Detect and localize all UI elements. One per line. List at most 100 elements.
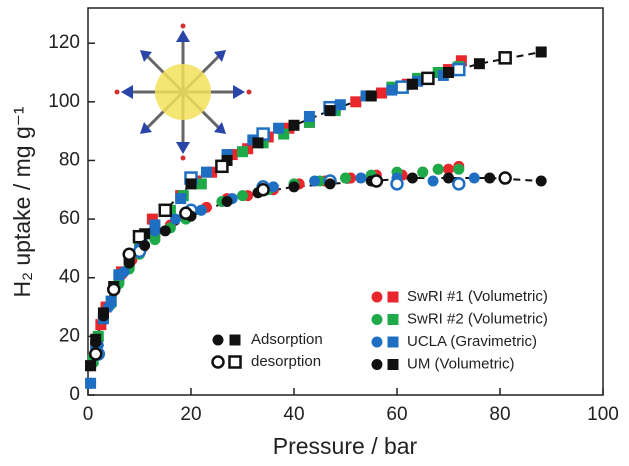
square-marker — [303, 110, 315, 122]
circle-marker — [122, 247, 136, 262]
legend-label: UCLA (Gravimetric) — [407, 333, 537, 350]
x-tick-label: 100 — [587, 404, 619, 425]
circle-marker — [453, 163, 465, 175]
circle-marker — [237, 190, 248, 202]
circle-marker — [195, 204, 207, 216]
inset-structure — [114, 23, 252, 161]
circle-marker — [88, 347, 103, 361]
y-tick-label: 20 — [59, 325, 80, 346]
legend-label: SwRI #1 (Volumetric) — [407, 288, 548, 305]
square-marker — [105, 295, 117, 307]
circle-marker — [179, 206, 193, 220]
circle-marker — [443, 172, 454, 184]
circle-marker — [221, 196, 233, 207]
y-tick-label: 100 — [48, 91, 80, 112]
square-marker — [386, 84, 398, 96]
legend-square — [228, 355, 242, 369]
square-marker — [113, 269, 125, 281]
legend-circle — [371, 314, 383, 325]
square-marker — [455, 55, 467, 67]
square-marker — [452, 62, 466, 77]
square-marker — [350, 96, 362, 108]
circle-marker — [256, 183, 270, 197]
circle-marker — [390, 177, 404, 191]
legend-square — [387, 336, 399, 348]
square-marker — [200, 166, 212, 178]
x-tick-label: 0 — [83, 404, 94, 425]
legend-circle — [212, 334, 224, 346]
square-marker — [215, 159, 229, 174]
legend-label: SwRI #2 (Volumetric) — [407, 310, 548, 327]
legend-label: UM (Volumetric) — [407, 355, 515, 372]
square-marker — [132, 229, 147, 244]
legend-circle — [371, 336, 383, 348]
circle-marker — [267, 181, 279, 193]
y-tick-label: 0 — [69, 384, 80, 405]
circle-marker — [149, 225, 161, 237]
x-tick-label: 20 — [180, 404, 201, 425]
y-tick-label: 60 — [59, 208, 80, 229]
square-marker — [185, 178, 197, 190]
square-marker — [149, 219, 161, 231]
square-marker — [175, 193, 187, 205]
x-tick-label: 60 — [386, 404, 407, 425]
square-marker — [273, 122, 285, 134]
square-marker — [395, 80, 409, 94]
circle-marker — [406, 172, 418, 184]
circle-marker — [427, 175, 439, 187]
square-marker — [376, 87, 388, 99]
circle-marker — [432, 163, 444, 175]
square-marker — [535, 46, 547, 58]
circle-marker — [85, 360, 97, 372]
circle-marker — [149, 234, 161, 246]
square-marker — [158, 203, 172, 218]
circle-marker — [484, 172, 496, 184]
circle-marker — [417, 166, 429, 178]
square-marker — [252, 137, 264, 149]
legend-square — [387, 359, 399, 370]
square-marker — [334, 99, 346, 111]
square-marker — [237, 146, 248, 158]
legend-circle — [371, 359, 383, 370]
square-marker — [473, 58, 485, 70]
circle-marker — [452, 177, 466, 191]
square-marker — [303, 116, 315, 128]
plot-frame — [87, 7, 604, 396]
circle-marker — [90, 336, 102, 348]
y-tick-label: 80 — [59, 149, 80, 170]
circle-marker — [535, 175, 547, 187]
square-marker — [443, 67, 454, 78]
circle-marker — [443, 163, 454, 175]
circle-marker — [498, 171, 512, 185]
x-axis-label: Pressure / bar — [273, 433, 418, 459]
circle-marker — [118, 266, 130, 278]
square-marker — [195, 178, 207, 190]
circle-marker — [369, 174, 384, 188]
square-marker — [221, 149, 233, 161]
y-tick-label: 40 — [59, 267, 80, 288]
legend-label: desorption — [251, 353, 321, 370]
legend-circle — [211, 355, 225, 369]
x-tick-label: 40 — [283, 404, 304, 425]
square-marker — [365, 90, 377, 102]
square-marker — [498, 51, 512, 65]
circle-marker — [340, 172, 351, 184]
circle-marker — [170, 213, 182, 225]
circle-marker — [107, 282, 121, 297]
x-tick-label: 80 — [489, 404, 510, 425]
circle-marker — [288, 181, 300, 193]
circle-marker — [159, 225, 171, 237]
circle-marker — [324, 178, 336, 190]
square-marker — [278, 128, 290, 140]
circle-marker — [468, 172, 480, 184]
circle-marker — [309, 175, 321, 187]
circle-marker — [139, 239, 151, 251]
circle-marker — [85, 377, 97, 389]
circle-marker — [97, 310, 109, 322]
y-tick-label: 120 — [48, 32, 80, 53]
legend-circle — [371, 291, 383, 303]
square-marker — [288, 119, 300, 131]
square-marker — [146, 213, 158, 225]
legend-label: Adsorption — [251, 331, 323, 348]
